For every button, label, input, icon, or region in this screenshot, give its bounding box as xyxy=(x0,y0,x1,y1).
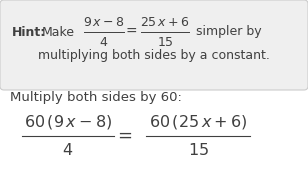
Text: Multiply both sides by 60:: Multiply both sides by 60: xyxy=(10,90,182,104)
Text: $25\,x + 6$: $25\,x + 6$ xyxy=(140,15,190,29)
Text: $9\,x - 8$: $9\,x - 8$ xyxy=(83,15,125,29)
Text: $4$: $4$ xyxy=(99,35,109,49)
Text: $60\,(9\,x - 8)$: $60\,(9\,x - 8)$ xyxy=(24,113,112,131)
Text: =: = xyxy=(125,25,137,39)
Text: Hint:: Hint: xyxy=(12,25,46,39)
Text: =: = xyxy=(117,127,132,145)
Text: simpler by: simpler by xyxy=(196,25,261,39)
FancyBboxPatch shape xyxy=(0,0,308,90)
Text: $4$: $4$ xyxy=(63,142,74,158)
Text: Make: Make xyxy=(42,25,75,39)
Text: $15$: $15$ xyxy=(188,142,209,158)
Text: multiplying both sides by a constant.: multiplying both sides by a constant. xyxy=(38,50,270,62)
Text: $15$: $15$ xyxy=(156,35,173,49)
Text: $60\,(25\,x + 6)$: $60\,(25\,x + 6)$ xyxy=(149,113,247,131)
